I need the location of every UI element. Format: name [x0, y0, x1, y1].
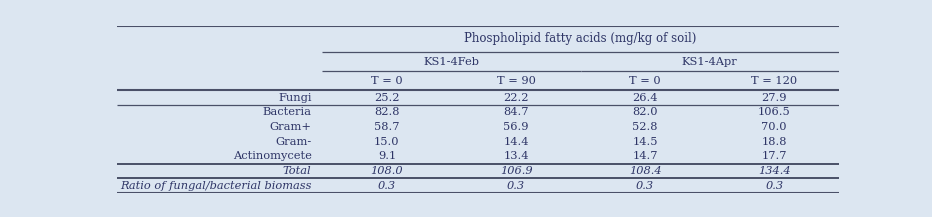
Text: 9.1: 9.1 [377, 151, 396, 161]
Text: 22.2: 22.2 [503, 93, 528, 103]
Text: 56.9: 56.9 [503, 122, 528, 132]
Text: 106.5: 106.5 [758, 107, 790, 117]
Text: 108.4: 108.4 [629, 166, 662, 176]
Text: 52.8: 52.8 [633, 122, 658, 132]
Text: 0.3: 0.3 [377, 181, 396, 191]
Text: T = 90: T = 90 [497, 76, 536, 86]
Text: 27.9: 27.9 [761, 93, 787, 103]
Text: 25.2: 25.2 [374, 93, 400, 103]
Text: Ratio of fungal/bacterial biomass: Ratio of fungal/bacterial biomass [120, 181, 311, 191]
Text: 14.4: 14.4 [503, 137, 528, 147]
Text: Total: Total [283, 166, 311, 176]
Text: 84.7: 84.7 [503, 107, 528, 117]
Text: 14.5: 14.5 [633, 137, 658, 147]
Text: 14.7: 14.7 [633, 151, 658, 161]
Text: T = 0: T = 0 [629, 76, 661, 86]
Text: Actinomycete: Actinomycete [233, 151, 311, 161]
Text: 106.9: 106.9 [500, 166, 532, 176]
Text: 15.0: 15.0 [374, 137, 400, 147]
Text: Phospholipid fatty acids (mg/kg of soil): Phospholipid fatty acids (mg/kg of soil) [464, 33, 697, 46]
Text: 13.4: 13.4 [503, 151, 528, 161]
Text: T = 0: T = 0 [371, 76, 403, 86]
Text: Fungi: Fungi [278, 93, 311, 103]
Text: 134.4: 134.4 [758, 166, 790, 176]
Text: 26.4: 26.4 [633, 93, 658, 103]
Text: Gram-: Gram- [275, 137, 311, 147]
Text: 108.0: 108.0 [371, 166, 404, 176]
Text: 17.7: 17.7 [761, 151, 787, 161]
Text: T = 120: T = 120 [751, 76, 797, 86]
Text: 70.0: 70.0 [761, 122, 787, 132]
Text: 0.3: 0.3 [507, 181, 525, 191]
Text: 58.7: 58.7 [374, 122, 400, 132]
Text: 82.0: 82.0 [633, 107, 658, 117]
Text: 82.8: 82.8 [374, 107, 400, 117]
Text: 18.8: 18.8 [761, 137, 787, 147]
Text: Bacteria: Bacteria [263, 107, 311, 117]
Text: KS1-4Feb: KS1-4Feb [423, 57, 479, 67]
Text: 0.3: 0.3 [765, 181, 783, 191]
Text: KS1-4Apr: KS1-4Apr [682, 57, 737, 67]
Text: Gram+: Gram+ [269, 122, 311, 132]
Text: 0.3: 0.3 [636, 181, 654, 191]
